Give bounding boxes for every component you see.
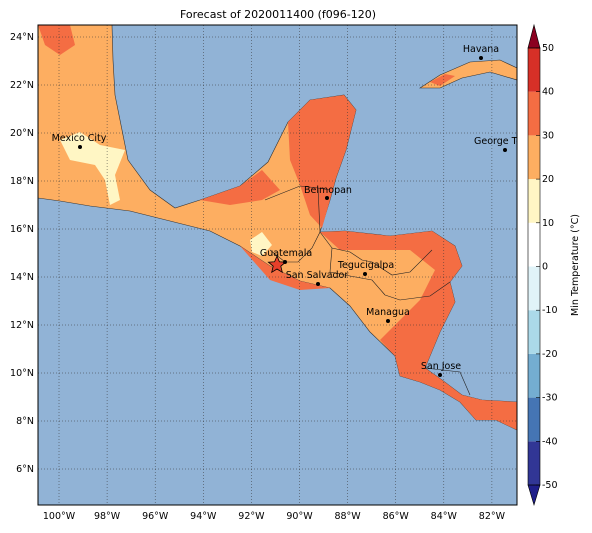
lat-tick-label: 10°N (10, 368, 34, 379)
title: Forecast of 2020011400 (f096-120) (180, 8, 376, 21)
colorbar-segment (528, 222, 540, 267)
city-dot (386, 319, 390, 323)
colorbar-segment (528, 397, 540, 442)
city-dot (438, 373, 442, 377)
colorbar-segment (528, 135, 540, 180)
city-label: San Salvador (286, 270, 349, 281)
city-dot (325, 196, 329, 200)
borders (264, 185, 471, 396)
lon-tick-label: 100°W (43, 511, 76, 522)
colorbar-tick-label: -40 (542, 436, 558, 447)
lon-tick-label: 84°W (431, 511, 458, 522)
colorbar-label: Min Temperature (°C) (570, 214, 581, 316)
lat-tick-label: 12°N (10, 320, 34, 331)
city-dot (503, 148, 507, 152)
lon-tick-label: 82°W (479, 511, 506, 522)
colorbar-tick-label: 30 (542, 130, 554, 141)
colorbar-tick-label: -20 (542, 349, 558, 360)
city-dot (283, 260, 287, 264)
lat-tick-label: 24°N (10, 32, 34, 43)
colorbar-extend-high (527, 23, 541, 49)
land-cuba-warm (430, 74, 455, 86)
colorbar-tick-label: -10 (542, 305, 558, 316)
colorbar-tick-label: 40 (542, 87, 554, 98)
colorbar: -50 -40 -30 -20 -10 0 10 20 30 40 50 (527, 23, 558, 507)
lon-tick-label: 96°W (142, 511, 169, 522)
city-label: Tegucigalpa (337, 260, 394, 271)
map-frame (37, 24, 518, 506)
colorbar-tick-label: -30 (542, 393, 558, 404)
lat-tick-label: 14°N (10, 272, 34, 283)
map-area: Havana Mexico City George Tov Belmopan Guate… (38, 25, 528, 505)
colorbar-segment (528, 48, 540, 92)
land-warm-zone (38, 25, 517, 430)
lat-tick-label: 16°N (10, 224, 34, 235)
colorbar-tick-label: 0 (542, 262, 548, 273)
colorbar-segment (528, 91, 540, 136)
colorbar-tick-label: 50 (542, 43, 554, 54)
graticule (38, 25, 517, 505)
colorbar-segment (528, 353, 540, 398)
city-label: Managua (366, 307, 410, 318)
city-label: Guatemala (260, 248, 312, 259)
city-label: Havana (463, 44, 499, 55)
lat-tick-label: 6°N (16, 464, 34, 475)
colorbar-segment (528, 179, 540, 223)
lon-tick-label: 86°W (383, 511, 410, 522)
city-label: San Jose (421, 361, 461, 372)
city-label: George Tov (474, 136, 528, 147)
colorbar-tick-label: 20 (542, 174, 554, 185)
city-dot (78, 145, 82, 149)
lon-tick-label: 88°W (334, 511, 361, 522)
lat-tick-label: 20°N (10, 128, 34, 139)
colorbar-segment (528, 266, 540, 311)
colorbar-tick-label: 10 (542, 218, 554, 229)
lat-tick-label: 22°N (10, 80, 34, 91)
lon-tick-label: 92°W (238, 511, 265, 522)
colorbar-segment (528, 441, 540, 485)
city-label: Mexico City (52, 133, 107, 144)
city-dot (316, 282, 320, 286)
colorbar-extend-low (527, 484, 541, 507)
lon-tick-label: 94°W (190, 511, 217, 522)
lat-tick-label: 18°N (10, 176, 34, 187)
city-label: Belmopan (304, 185, 352, 196)
colorbar-tick-label: -50 (542, 480, 558, 491)
lon-tick-label: 90°W (286, 511, 313, 522)
city-dot (479, 56, 483, 60)
lon-tick-label: 98°W (94, 511, 121, 522)
lat-tick-label: 8°N (16, 416, 34, 427)
city-dot (363, 272, 367, 276)
land-mild-zone (60, 132, 272, 256)
colorbar-segment (528, 310, 540, 354)
